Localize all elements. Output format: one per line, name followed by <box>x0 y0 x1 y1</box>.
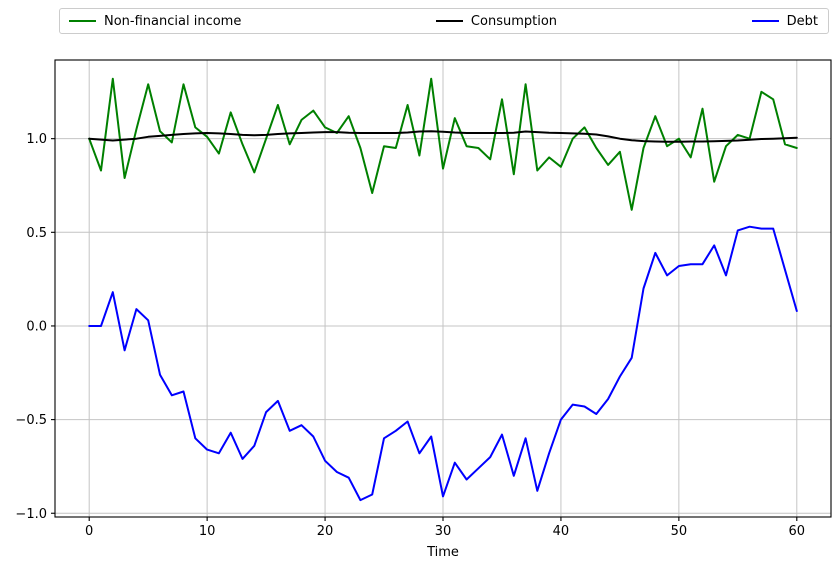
y-tick-label: −1.0 <box>15 507 47 522</box>
y-tick-label: −0.5 <box>15 413 47 428</box>
legend-line-sample-blue <box>751 20 779 22</box>
y-tick-label: 0.0 <box>26 319 47 334</box>
x-axis-label: Time <box>427 545 459 560</box>
x-tick-label: 30 <box>435 524 452 539</box>
y-tick-label: 0.5 <box>26 226 47 241</box>
legend-label: Consumption <box>470 13 558 29</box>
series-line-0 <box>88 77 798 211</box>
x-tick-label: 60 <box>789 524 806 539</box>
legend-line-sample-green <box>69 20 96 22</box>
legend-entry-debt: Debt <box>751 13 818 29</box>
series-line-2 <box>88 225 798 502</box>
x-tick-label: 20 <box>317 524 334 539</box>
x-tick-label: 0 <box>85 524 93 539</box>
chart-legend: Non-financial income Consumption Debt <box>59 8 829 34</box>
x-tick-label: 10 <box>199 524 216 539</box>
legend-entry-consumption: Consumption <box>435 13 558 29</box>
y-tick-label: 1.0 <box>26 132 47 147</box>
legend-label: Debt <box>786 13 818 29</box>
x-tick-label: 40 <box>553 524 570 539</box>
legend-line-sample-black <box>435 20 463 22</box>
series-line-1 <box>88 130 798 143</box>
x-tick-label: 50 <box>671 524 688 539</box>
legend-label: Non-financial income <box>104 13 242 29</box>
legend-entry-non-financial-income: Non-financial income <box>69 15 241 28</box>
